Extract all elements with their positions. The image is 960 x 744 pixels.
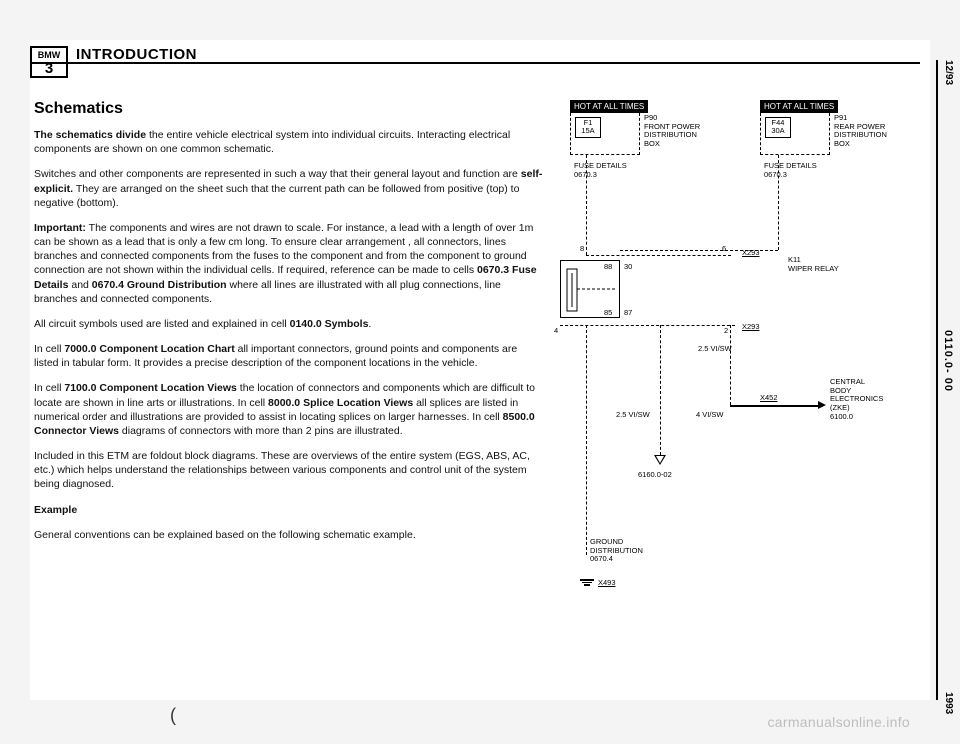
pin-87: 87 — [624, 308, 632, 317]
fd2b: 0670.3 — [764, 171, 817, 180]
section-title: Schematics — [34, 100, 123, 118]
wire-top-h — [586, 255, 731, 256]
p3e: 0670.4 Ground Distribution — [92, 279, 227, 291]
pin-2: 2 — [724, 326, 728, 335]
fuse-box-2: F44 30A — [760, 113, 830, 155]
wire-25a: 2.5 VI/SW — [698, 344, 732, 353]
wire-25b: 2.5 VI/SW — [616, 410, 650, 419]
p3b: The components and wires are not drawn t… — [34, 222, 533, 277]
arrow-cbe — [818, 401, 826, 409]
fd1b: 0670.3 — [574, 171, 627, 180]
example-header: Example — [34, 503, 544, 517]
p6a: In cell — [34, 382, 64, 394]
hot-label-1: HOT AT ALL TIMES — [570, 100, 648, 113]
fuse2-rating: 30A — [766, 127, 790, 135]
x493: X493 — [598, 578, 616, 587]
p4c: . — [368, 318, 371, 330]
margin-mid: 0110.0- 00 — [942, 330, 954, 392]
body-text: The schematics divide the entire vehicle… — [34, 128, 544, 553]
arrow-down-icon — [654, 455, 666, 465]
wire-to-cbe — [730, 405, 820, 407]
wire-mid1 — [660, 325, 661, 455]
pin-4: 4 — [554, 326, 558, 335]
g3: 0670.4 — [590, 555, 643, 564]
wire-left-long — [586, 325, 587, 555]
cb5: 6100.0 — [830, 413, 883, 422]
pin-8: 8 — [580, 244, 584, 253]
fuse1-inner: F1 15A — [575, 117, 601, 138]
pin-30: 30 — [624, 262, 632, 271]
wire-f2-to-relay — [620, 250, 778, 251]
p5b: 7000.0 Component Location Chart — [64, 343, 234, 355]
p4a: All circuit symbols used are listed and … — [34, 318, 290, 330]
p4b: 0140.0 Symbols — [290, 318, 369, 330]
p5a: In cell — [34, 343, 64, 355]
margin-top: 12/93 — [943, 60, 954, 85]
x293-bot: X293 — [742, 322, 760, 331]
header-rule — [30, 62, 920, 64]
fuse1-l3: BOX — [644, 140, 700, 149]
p2a: Switches and other components are repres… — [34, 168, 521, 180]
wire-4: 4 VI/SW — [696, 410, 724, 419]
logo-brand: BMW — [38, 50, 61, 60]
p6g: diagrams of connectors with more than 2 … — [119, 425, 403, 437]
pin-85: 85 — [604, 308, 612, 317]
watermark: carmanualsonline.info — [768, 714, 911, 730]
tri-label: 6160.0-02 — [638, 470, 672, 479]
page-title: INTRODUCTION — [76, 46, 197, 63]
fuse1-labels: P90 FRONT POWER DISTRIBUTION BOX — [644, 114, 700, 149]
fuse1-rating: 15A — [576, 127, 600, 135]
cbe-label: CENTRAL BODY ELECTRONICS (ZKE) 6100.0 — [830, 378, 883, 421]
fuse2-inner: F44 30A — [765, 117, 791, 138]
fuse2-details: FUSE DETAILS 0670.3 — [764, 162, 817, 179]
p3a: Important: — [34, 222, 86, 234]
schematic-diagram: HOT AT ALL TIMES HOT AT ALL TIMES F1 15A… — [560, 100, 910, 660]
fuse-box-1: F1 15A — [570, 113, 640, 155]
p3d: and — [68, 279, 91, 291]
p7: Included in this ETM are foldout block d… — [34, 449, 544, 492]
wire-mid2 — [730, 325, 731, 405]
margin-bottom: 1993 — [943, 692, 954, 714]
p8: General conventions can be explained bas… — [34, 528, 544, 542]
k11b: WIPER RELAY — [788, 265, 839, 274]
fuse2-l3: BOX — [834, 140, 887, 149]
fuse1-details: FUSE DETAILS 0670.3 — [574, 162, 627, 179]
wire-f1-down — [586, 155, 587, 255]
k11-label: K11 WIPER RELAY — [788, 256, 839, 273]
side-rule — [936, 60, 938, 700]
fuse2-labels: P91 REAR POWER DISTRIBUTION BOX — [834, 114, 887, 149]
p6b: 7100.0 Component Location Views — [64, 382, 237, 394]
x452: X452 — [760, 393, 778, 402]
p2c: They are arranged on the sheet such that… — [34, 183, 519, 209]
wire-f2-down — [778, 155, 779, 250]
stray-paren: ( — [170, 705, 176, 726]
hot-label-2: HOT AT ALL TIMES — [760, 100, 838, 113]
ground-icon — [580, 578, 594, 587]
ground-labels: GROUND DISTRIBUTION 0670.4 — [590, 538, 643, 564]
pin-88: 88 — [604, 262, 612, 271]
p6d: 8000.0 Splice Location Views — [268, 397, 413, 409]
logo-model: 3 — [32, 62, 66, 76]
p1-bold: The schematics divide — [34, 129, 146, 141]
pin-6: 6 — [722, 244, 726, 253]
